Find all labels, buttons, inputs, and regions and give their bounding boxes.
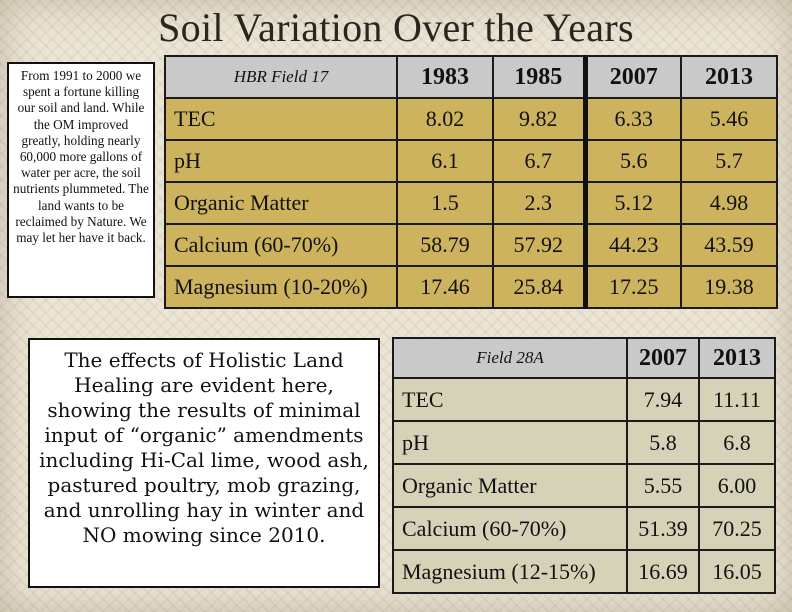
table-row: Calcium (60-70%) 58.79 57.92 44.23 43.59 xyxy=(164,223,778,267)
table-cell: 5.12 xyxy=(582,181,682,225)
table-cell: 2.3 xyxy=(492,181,586,225)
row-label: Calcium (60-70%) xyxy=(392,506,628,551)
row-label: Organic Matter xyxy=(392,463,628,508)
table-cell: 16.05 xyxy=(698,549,776,594)
table-cell: 57.92 xyxy=(492,223,586,267)
row-label: Organic Matter xyxy=(164,181,398,225)
table-cell: 25.84 xyxy=(492,265,586,309)
row-label: pH xyxy=(392,420,628,465)
table-cell: 8.02 xyxy=(396,97,494,141)
table-row: TEC 8.02 9.82 6.33 5.46 xyxy=(164,97,778,141)
row-label: TEC xyxy=(164,97,398,141)
table-row: Magnesium (10-20%) 17.46 25.84 17.25 19.… xyxy=(164,265,778,309)
row-label: TEC xyxy=(392,377,628,422)
row-label: Calcium (60-70%) xyxy=(164,223,398,267)
table-row: pH 5.8 6.8 xyxy=(392,420,776,465)
table-cell: 58.79 xyxy=(396,223,494,267)
table-row: pH 6.1 6.7 5.6 5.7 xyxy=(164,139,778,183)
table-cell: 6.00 xyxy=(698,463,776,508)
note-top: From 1991 to 2000 we spent a fortune kil… xyxy=(7,62,155,298)
table-cell: 9.82 xyxy=(492,97,586,141)
table-cell: 6.7 xyxy=(492,139,586,183)
table-row: Magnesium (12-15%) 16.69 16.05 xyxy=(392,549,776,594)
table-cell: 19.38 xyxy=(680,265,778,309)
note-bottom: The effects of Holistic Land Healing are… xyxy=(28,338,380,588)
year-header: 1983 xyxy=(396,55,494,99)
table-cell: 4.98 xyxy=(680,181,778,225)
table-cell: 6.8 xyxy=(698,420,776,465)
table-cell: 17.25 xyxy=(582,265,682,309)
row-label: Magnesium (12-15%) xyxy=(392,549,628,594)
table-cell: 6.33 xyxy=(582,97,682,141)
table-cell: 51.39 xyxy=(626,506,700,551)
table-cell: 6.1 xyxy=(396,139,494,183)
table-cell: 7.94 xyxy=(626,377,700,422)
table-row: Calcium (60-70%) 51.39 70.25 xyxy=(392,506,776,551)
table-cell: 17.46 xyxy=(396,265,494,309)
table-header-row: HBR Field 17 1983 1985 2007 2013 xyxy=(164,55,778,99)
table-cell: 5.8 xyxy=(626,420,700,465)
year-header: 2013 xyxy=(698,337,776,379)
year-header: 2007 xyxy=(626,337,700,379)
table-header-row: Field 28A 2007 2013 xyxy=(392,337,776,379)
table-corner-label: Field 28A xyxy=(392,337,628,379)
table-cell: 11.11 xyxy=(698,377,776,422)
table-cell: 5.46 xyxy=(680,97,778,141)
table-cell: 1.5 xyxy=(396,181,494,225)
row-label: pH xyxy=(164,139,398,183)
page-title: Soil Variation Over the Years xyxy=(158,5,634,50)
table-cell: 70.25 xyxy=(698,506,776,551)
year-header: 2007 xyxy=(582,55,682,99)
table-cell: 5.55 xyxy=(626,463,700,508)
table-cell: 43.59 xyxy=(680,223,778,267)
table-row: Organic Matter 1.5 2.3 5.12 4.98 xyxy=(164,181,778,225)
table-field-28a: Field 28A 2007 2013 TEC 7.94 11.11 pH 5.… xyxy=(392,337,776,594)
table-cell: 44.23 xyxy=(582,223,682,267)
year-header: 1985 xyxy=(492,55,586,99)
table-hbr-field-17: HBR Field 17 1983 1985 2007 2013 TEC 8.0… xyxy=(164,55,778,309)
year-header: 2013 xyxy=(680,55,778,99)
table-cell: 16.69 xyxy=(626,549,700,594)
table-cell: 5.6 xyxy=(582,139,682,183)
table-row: TEC 7.94 11.11 xyxy=(392,377,776,422)
row-label: Magnesium (10-20%) xyxy=(164,265,398,309)
table-row: Organic Matter 5.55 6.00 xyxy=(392,463,776,508)
table-cell: 5.7 xyxy=(680,139,778,183)
table-corner-label: HBR Field 17 xyxy=(164,55,398,99)
